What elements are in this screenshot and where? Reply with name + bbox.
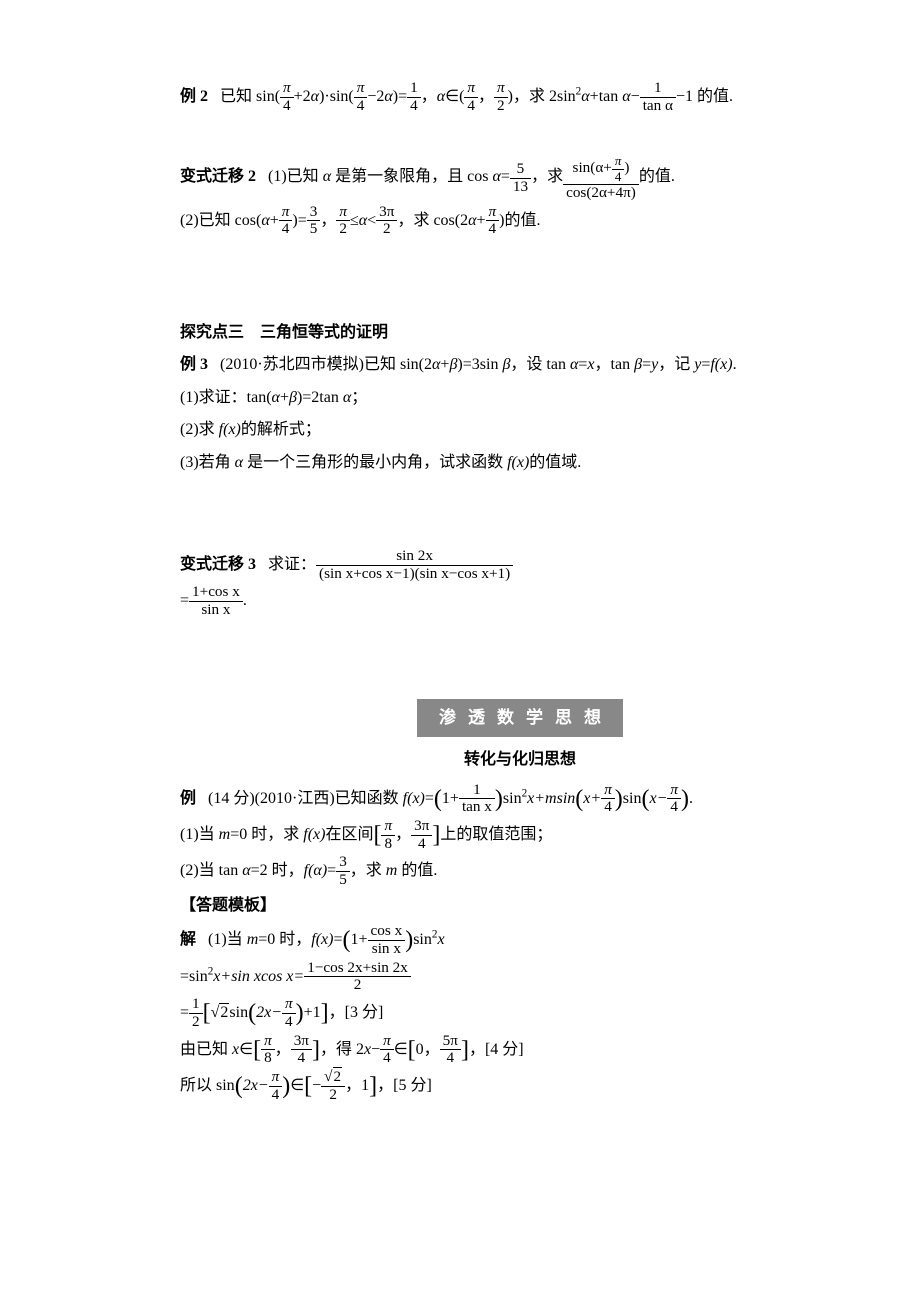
var2-line1: 变式迁移 2 (1)已知 α 是第一象限角，且 cos α=513，求sin(α… xyxy=(180,154,860,201)
ex2-line: 例 2 已知 sin(π4+2α)·sin(π4−2α)=14，α∈(π4，π2… xyxy=(180,80,860,114)
ex-line1: 例 (14 分)(2010·江西)已知函数 f(x)=(1+1tan x)sin… xyxy=(180,782,860,816)
ans-head: 【答题模板】 xyxy=(180,891,860,921)
ex-p2: (2)当 tan α=2 时，f(α)=35，求 m 的值. xyxy=(180,854,860,888)
var3-line2: =1+cos xsin x. xyxy=(180,584,860,618)
var3-line1: 变式迁移 3 求证：sin 2x(sin x+cos x−1)(sin x−co… xyxy=(180,548,860,582)
sol-1: 解 (1)当 m=0 时，f(x)=(1+cos xsin x)sin2x xyxy=(180,923,860,957)
ex3-label: 例 3 xyxy=(180,356,208,373)
var3-label: 变式迁移 3 xyxy=(180,556,256,573)
variant-2: 变式迁移 2 (1)已知 α 是第一象限角，且 cos α=513，求sin(α… xyxy=(180,154,860,238)
ex2-label: 例 2 xyxy=(180,88,208,105)
variant-3: 变式迁移 3 求证：sin 2x(sin x+cos x−1)(sin x−co… xyxy=(180,548,860,619)
var2-label: 变式迁移 2 xyxy=(180,169,256,186)
sol-label: 解 xyxy=(180,931,196,948)
example-2: 例 2 已知 sin(π4+2α)·sin(π4−2α)=14，α∈(π4，π2… xyxy=(180,80,860,114)
sol-5: 所以 sin(2x−π4)∈[−√22，1]，[5 分] xyxy=(180,1069,860,1103)
ex-p1: (1)当 m=0 时，求 f(x)在区间[π8，3π4]上的取值范围； xyxy=(180,818,860,852)
sol-3: =12[√2sin(2x−π4)+1]，[3 分] xyxy=(180,996,860,1030)
var2-line2: (2)已知 cos(α+π4)=35，π2≤α<3π2，求 cos(2α+π4)… xyxy=(180,204,860,238)
topic3-head: 探究点三 三角恒等式的证明 xyxy=(180,318,860,348)
topic-3: 探究点三 三角恒等式的证明 例 3 (2010·苏北四市模拟)已知 sin(2α… xyxy=(180,318,860,478)
ex3-p3: (3)若角 α 是一个三角形的最小内角，试求函数 f(x)的值域. xyxy=(180,448,860,478)
ex3-line: 例 3 (2010·苏北四市模拟)已知 sin(2α+β)=3sin β，设 t… xyxy=(180,350,860,380)
sol-2: =sin2x+sin xcos x=1−cos 2x+sin 2x2 xyxy=(180,960,860,994)
subtitle: 转化与化归思想 xyxy=(180,745,860,775)
sol-4: 由已知 x∈[π8，3π4]，得 2x−π4∈[0，5π4]，[4 分] xyxy=(180,1033,860,1067)
ex3-p2: (2)求 f(x)的解析式； xyxy=(180,415,860,445)
example-main: 例 (14 分)(2010·江西)已知函数 f(x)=(1+1tan x)sin… xyxy=(180,782,860,1104)
ex-label: 例 xyxy=(180,789,196,806)
ex3-p1: (1)求证：tan(α+β)=2tan α； xyxy=(180,383,860,413)
banner: 渗透数学思想 xyxy=(417,699,623,737)
banner-row: 渗透数学思想 xyxy=(180,699,860,745)
